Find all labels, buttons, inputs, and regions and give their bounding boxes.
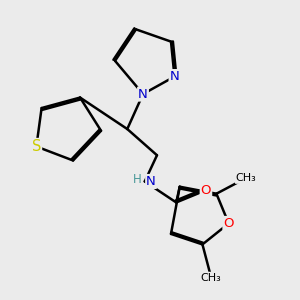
Text: N: N: [146, 175, 156, 188]
Text: S: S: [32, 139, 41, 154]
Text: CH₃: CH₃: [236, 173, 256, 183]
Text: CH₃: CH₃: [201, 273, 222, 283]
Text: H: H: [133, 173, 141, 186]
Text: N: N: [138, 88, 148, 100]
Text: O: O: [224, 217, 234, 230]
Text: O: O: [201, 184, 211, 197]
Text: N: N: [169, 70, 179, 83]
